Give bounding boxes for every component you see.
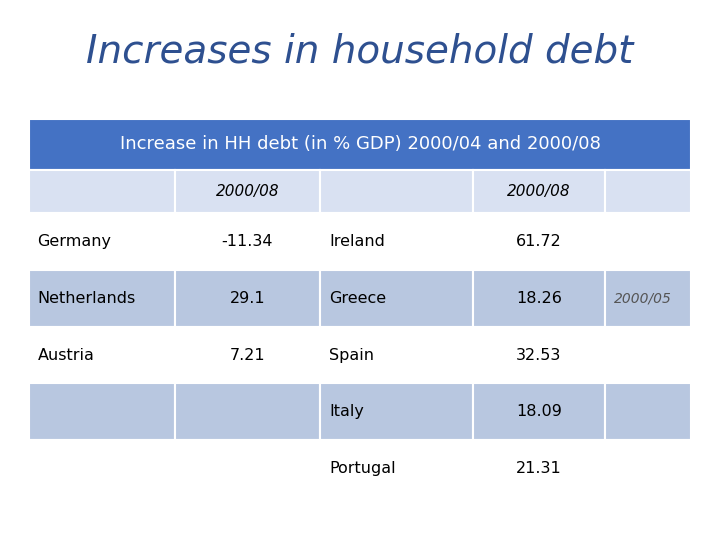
Bar bbox=[29, 170, 174, 213]
Text: Ireland: Ireland bbox=[329, 234, 384, 249]
Bar bbox=[320, 213, 472, 270]
Bar bbox=[174, 170, 320, 213]
Bar bbox=[29, 119, 691, 170]
Text: Germany: Germany bbox=[37, 234, 112, 249]
Text: Spain: Spain bbox=[329, 348, 374, 362]
Text: 2000/05: 2000/05 bbox=[613, 292, 672, 305]
Text: Portugal: Portugal bbox=[329, 461, 395, 476]
Bar bbox=[174, 270, 320, 327]
Bar bbox=[320, 440, 472, 497]
Bar bbox=[605, 270, 691, 327]
Text: 21.31: 21.31 bbox=[516, 461, 562, 476]
Bar bbox=[29, 383, 174, 440]
Text: 61.72: 61.72 bbox=[516, 234, 562, 249]
Text: Increase in HH debt (in % GDP) 2000/04 and 2000/08: Increase in HH debt (in % GDP) 2000/04 a… bbox=[120, 136, 600, 153]
Bar bbox=[29, 327, 174, 383]
Text: 2000/08: 2000/08 bbox=[215, 184, 279, 199]
Text: 29.1: 29.1 bbox=[230, 291, 265, 306]
Bar bbox=[605, 440, 691, 497]
Bar bbox=[174, 327, 320, 383]
Bar bbox=[472, 383, 605, 440]
Text: 18.09: 18.09 bbox=[516, 404, 562, 419]
Bar bbox=[320, 170, 472, 213]
Bar bbox=[174, 383, 320, 440]
Bar bbox=[605, 213, 691, 270]
Text: Austria: Austria bbox=[37, 348, 94, 362]
Text: Increases in household debt: Increases in household debt bbox=[86, 32, 634, 70]
Bar bbox=[472, 440, 605, 497]
Text: -11.34: -11.34 bbox=[222, 234, 273, 249]
Text: 2000/08: 2000/08 bbox=[507, 184, 571, 199]
Bar bbox=[605, 327, 691, 383]
Text: 18.26: 18.26 bbox=[516, 291, 562, 306]
Text: Netherlands: Netherlands bbox=[37, 291, 135, 306]
Bar bbox=[605, 170, 691, 213]
Bar bbox=[605, 383, 691, 440]
Text: 7.21: 7.21 bbox=[230, 348, 265, 362]
Text: Greece: Greece bbox=[329, 291, 386, 306]
Bar bbox=[174, 213, 320, 270]
Bar bbox=[320, 327, 472, 383]
Bar bbox=[29, 440, 174, 497]
Bar bbox=[472, 270, 605, 327]
Text: 32.53: 32.53 bbox=[516, 348, 562, 362]
Bar bbox=[174, 440, 320, 497]
Bar bbox=[320, 270, 472, 327]
Bar bbox=[472, 170, 605, 213]
Text: Italy: Italy bbox=[329, 404, 364, 419]
Bar bbox=[320, 383, 472, 440]
Bar bbox=[472, 327, 605, 383]
Bar bbox=[472, 213, 605, 270]
Bar bbox=[29, 213, 174, 270]
Bar bbox=[29, 270, 174, 327]
